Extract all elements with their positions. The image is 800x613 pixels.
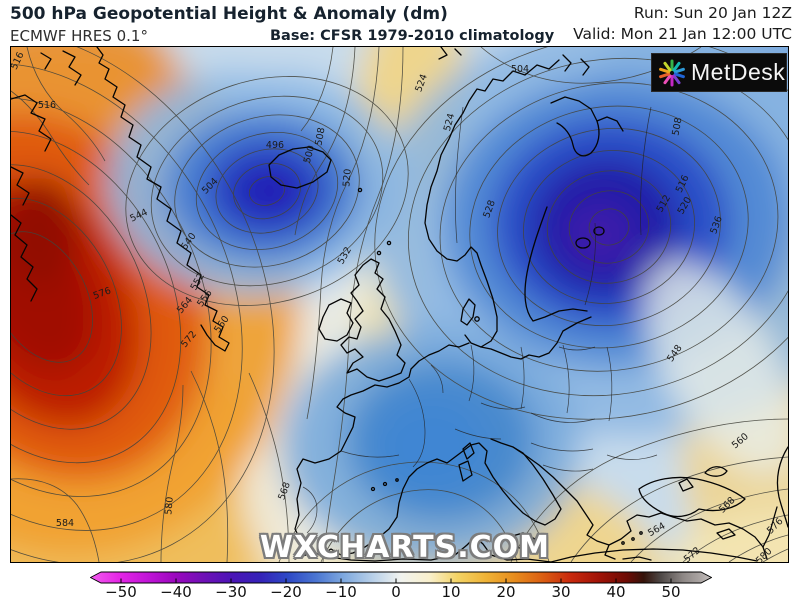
colorbar-tick-label: −20 <box>270 583 302 601</box>
logo-ray <box>673 67 685 73</box>
colorbar-tick-label: 50 <box>661 583 681 601</box>
logo-ray <box>672 73 681 84</box>
wxcharts-watermark: WXCHARTS.COM <box>259 530 550 565</box>
colorbar-tick-label: 0 <box>391 583 401 601</box>
contour-label: 508 <box>671 117 685 137</box>
anomaly-colorbar: −50 −40 −30 −20 −10 0 10 20 30 40 50 <box>89 569 713 613</box>
logo-ray <box>673 72 685 78</box>
valid-time: Valid: Mon 21 Jan 12:00 UTC <box>573 25 792 43</box>
anomaly-shading <box>11 47 788 562</box>
height-contours <box>11 47 788 562</box>
logo-ray <box>672 61 681 72</box>
map-area: 516 516 544 540 504 496 500 508 520 524 504 524 508 5… <box>10 46 789 565</box>
logo-ray <box>663 73 672 84</box>
colorbar-tick-label: 20 <box>496 583 516 601</box>
contour-label: 496 <box>266 140 284 151</box>
logo-ray <box>659 72 671 78</box>
climatology-base-label: Base: CFSR 1979-2010 climatology <box>270 28 555 44</box>
contour-label: 508 <box>314 127 328 147</box>
logo-ray <box>663 61 672 72</box>
contour-label: 584 <box>56 518 74 529</box>
model-label: ECMWF HRES 0.1° <box>10 27 148 45</box>
colorbar-gradient <box>89 571 713 584</box>
colorbar-tick-label: −10 <box>325 583 357 601</box>
metdesk-logo-text: MetDesk <box>691 59 786 85</box>
colorbar-tick-label: 40 <box>606 583 626 601</box>
logo-ray <box>659 67 671 73</box>
run-valid-block: Run: Sun 20 Jan 12Z Valid: Mon 21 Jan 12… <box>573 3 792 45</box>
contour-label: 580 <box>163 496 176 515</box>
contour-label: 504 <box>511 64 529 75</box>
colorbar-tick-label: 30 <box>551 583 571 601</box>
contour-label: 516 <box>38 100 56 111</box>
page-title: 500 hPa Geopotential Height & Anomaly (d… <box>10 4 448 24</box>
contour-label: 524 <box>442 112 457 132</box>
colorbar-tick-labels: −50 −40 −30 −20 −10 0 10 20 30 40 50 <box>90 583 712 605</box>
colorbar-tick-label: 10 <box>441 583 461 601</box>
run-time: Run: Sun 20 Jan 12Z <box>633 4 792 22</box>
colorbar-tick-label: −50 <box>105 583 137 601</box>
colorbar-tick-label: −30 <box>215 583 247 601</box>
contour-label: 500 <box>302 144 317 164</box>
metdesk-star-icon <box>659 59 685 86</box>
country-borders <box>302 106 658 534</box>
coastlines <box>11 47 788 562</box>
contour-label: 520 <box>341 168 354 187</box>
metdesk-logo: MetDesk <box>651 53 787 92</box>
colorbar-tick-label: −40 <box>160 583 192 601</box>
